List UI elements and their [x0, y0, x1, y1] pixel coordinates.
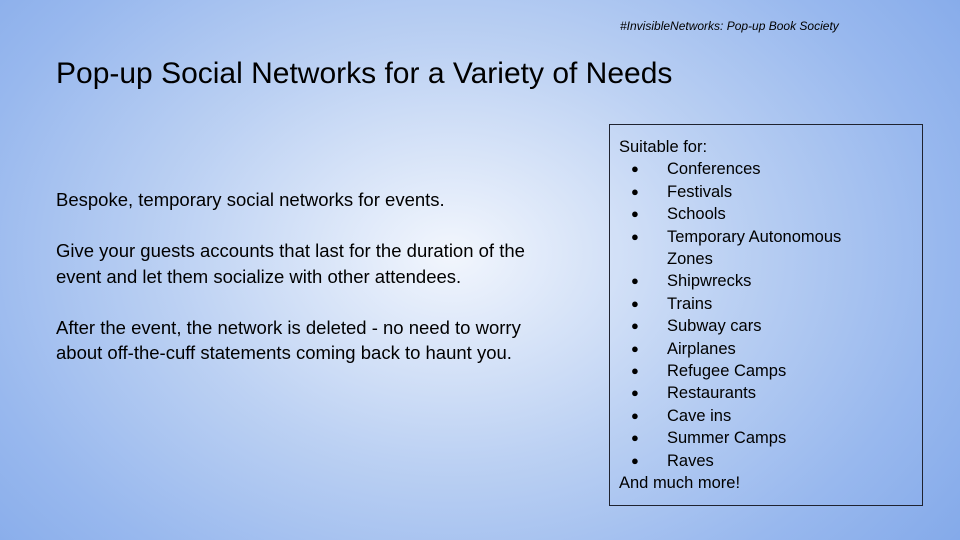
list-item: ● Cave ins	[619, 405, 887, 427]
list-item-label: Refugee Camps	[667, 362, 787, 381]
bullet-icon: ●	[631, 430, 639, 446]
bullet-icon: ●	[631, 295, 639, 311]
bullet-icon: ●	[631, 340, 639, 356]
list-item: ● Conferences	[619, 158, 887, 180]
list-item-label: Temporary Autonomous Zones	[667, 227, 842, 269]
list-item-label: Festivals	[667, 182, 733, 201]
list-item: ● Temporary Autonomous Zones	[619, 226, 887, 271]
suitable-for-list: ● Conferences ● Festivals ● Schools ● Tempor…	[619, 158, 922, 472]
bullet-icon: ●	[631, 318, 639, 334]
list-item-label: Airplanes	[667, 339, 736, 358]
suitable-for-footer: And much more!	[619, 474, 741, 493]
list-item: ● Raves	[619, 450, 887, 472]
list-item-label: Conferences	[667, 160, 761, 179]
list-item-label: Shipwrecks	[667, 272, 752, 291]
suitable-for-heading: Suitable for:	[619, 138, 708, 156]
bullet-icon: ●	[631, 161, 639, 177]
list-item-label: Trains	[667, 294, 713, 313]
list-item-label: Summer Camps	[667, 429, 787, 448]
bullet-icon: ●	[631, 407, 639, 423]
body-text: Bespoke, temporary social networks for e…	[56, 187, 556, 391]
list-item: ● Subway cars	[619, 315, 887, 337]
list-item: ● Shipwrecks	[619, 270, 887, 292]
body-paragraph: Bespoke, temporary social networks for e…	[56, 189, 445, 210]
list-item: ● Schools	[619, 203, 887, 225]
bullet-icon: ●	[631, 206, 639, 222]
list-item: ● Refugee Camps	[619, 360, 887, 382]
header-tag: #InvisibleNetworks: Pop-up Book Society	[620, 19, 839, 33]
list-item-label: Subway cars	[667, 317, 762, 336]
list-item: ● Restaurants	[619, 382, 887, 404]
list-item: ● Summer Camps	[619, 427, 887, 449]
bullet-icon: ●	[631, 273, 639, 289]
body-paragraph: Give your guests accounts that last for …	[56, 240, 525, 287]
list-item: ● Festivals	[619, 181, 887, 203]
list-item-label: Schools	[667, 205, 726, 224]
bullet-icon: ●	[631, 363, 639, 379]
list-item: ● Airplanes	[619, 338, 887, 360]
list-item: ● Trains	[619, 293, 887, 315]
body-paragraph: After the event, the network is deleted …	[56, 316, 521, 364]
suitable-for-box: Suitable for: ● Conferences ● Festivals ● S…	[609, 124, 923, 506]
bullet-icon: ●	[631, 452, 639, 468]
bullet-icon: ●	[631, 385, 639, 401]
bullet-icon: ●	[631, 183, 639, 199]
list-item-label: Raves	[667, 451, 714, 470]
slide-title: Pop-up Social Networks for a Variety of …	[56, 57, 673, 90]
list-item-label: Cave ins	[667, 406, 732, 425]
bullet-icon: ●	[631, 228, 639, 244]
list-item-label: Restaurants	[667, 384, 756, 403]
